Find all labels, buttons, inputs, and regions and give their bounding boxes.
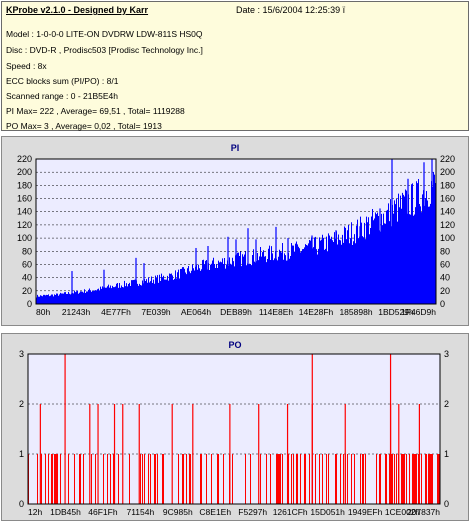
- x-tick-label: 185898h: [339, 307, 372, 317]
- x-tick-label: 9C985h: [163, 507, 193, 517]
- x-tick-label: 1BD529h: [378, 307, 414, 317]
- y-tick-label-right: 220: [440, 154, 455, 164]
- speed-line: Speed : 8x: [6, 61, 47, 71]
- x-tick-label: 14E28Fh: [299, 307, 334, 317]
- pi-bars: [36, 159, 436, 304]
- x-tick-label: 1CE002h: [385, 507, 421, 517]
- x-tick-label: 12h: [28, 507, 42, 517]
- pi-chart: 0 0 20 20 40 40 60 60 80 80 100 100 120 120 140 140 160 1…: [17, 154, 455, 317]
- x-tick-label: 15D051h: [310, 507, 345, 517]
- y-tick-label-right: 20: [440, 286, 450, 296]
- y-tick-label-left: 3: [19, 349, 24, 359]
- x-tick-label: 7E039h: [141, 307, 171, 317]
- y-tick-label-left: 100: [17, 233, 32, 243]
- y-tick-label-left: 2: [19, 399, 24, 409]
- y-tick-label-right: 160: [440, 194, 455, 204]
- x-tick-label: 21243h: [62, 307, 91, 317]
- po-chart: 0 0 1 1 2 2 3 3 12h 1DB45h 46F1Fh 71154h 9C985h C8E1E…: [19, 349, 449, 517]
- x-tick-label: F5297h: [238, 507, 267, 517]
- x-tick-label: 1261CFh: [273, 507, 308, 517]
- y-tick-label-right: 3: [444, 349, 449, 359]
- y-tick-label-left: 40: [22, 273, 32, 283]
- y-tick-label-right: 1: [444, 449, 449, 459]
- x-tick-label: 1F46D9h: [401, 307, 436, 317]
- y-tick-label-left: 200: [17, 167, 32, 177]
- model-line: Model : 1-0-0-0 LITE-ON DVDRW LDW-811S H…: [6, 29, 203, 39]
- plot-border: [27, 353, 441, 505]
- range-line: Scanned range : 0 - 21B5E4h: [6, 91, 118, 101]
- x-tick-label: 1949EFh: [348, 507, 383, 517]
- scan-date: Date : 15/6/2004 12:25:39 ï: [236, 5, 346, 15]
- y-tick-label-left: 60: [22, 259, 32, 269]
- po-summary-line: PO Max= 3 , Average= 0,02 , Total= 1913: [6, 121, 162, 131]
- y-tick-label-left: 0: [27, 299, 32, 309]
- y-tick-label-right: 80: [440, 246, 450, 256]
- x-tick-label: 4E77Fh: [101, 307, 131, 317]
- x-tick-label: AE064h: [181, 307, 212, 317]
- y-tick-label-left: 80: [22, 246, 32, 256]
- pi-chart-title: PI: [230, 143, 240, 153]
- x-tick-label: 71154h: [126, 507, 154, 517]
- y-tick-label-left: 220: [17, 154, 32, 164]
- x-tick-label: 46F1Fh: [88, 507, 118, 517]
- x-tick-label: DEB89h: [220, 307, 252, 317]
- y-tick-label-right: 180: [440, 180, 455, 190]
- x-tick-label: 80h: [36, 307, 50, 317]
- po-bars: [28, 354, 440, 504]
- plot-border: [35, 158, 437, 305]
- y-tick-label-right: 120: [440, 220, 455, 230]
- x-tick-label: C8E1Eh: [199, 507, 231, 517]
- y-tick-label-left: 0: [19, 499, 24, 509]
- y-tick-label-left: 180: [17, 180, 32, 190]
- y-tick-label-right: 40: [440, 273, 450, 283]
- x-tick-label: 1DB45h: [50, 507, 81, 517]
- y-tick-label-right: 200: [440, 167, 455, 177]
- y-tick-label-right: 0: [440, 299, 445, 309]
- po-chart-panel: PO 0 0 1 1 2 2 3 3 12h 1DB45h 46F1Fh 71154h 9C985h C8…: [1, 333, 469, 521]
- y-tick-label-right: 140: [440, 207, 455, 217]
- y-tick-label-left: 160: [17, 194, 32, 204]
- y-tick-label-left: 20: [22, 286, 32, 296]
- info-header: KProbe v2.1.0 - Designed by Karr Date : …: [6, 5, 466, 19]
- app-title: KProbe v2.1.0 - Designed by Karr: [6, 5, 149, 15]
- y-tick-label-right: 100: [440, 233, 455, 243]
- x-tick-label: 114E8Eh: [259, 307, 294, 317]
- x-tick-label: 207837h: [407, 507, 440, 517]
- ecc-line: ECC blocks sum (PI/PO) : 8/1: [6, 76, 119, 86]
- y-tick-label-left: 1: [19, 449, 24, 459]
- po-chart-title: PO: [228, 340, 242, 350]
- y-tick-label-left: 120: [17, 220, 32, 230]
- y-tick-label-right: 2: [444, 399, 449, 409]
- pi-summary-line: PI Max= 222 , Average= 69,51 , Total= 11…: [6, 106, 185, 116]
- y-tick-label-right: 60: [440, 259, 450, 269]
- y-tick-label-right: 0: [444, 499, 449, 509]
- pi-chart-panel: PI 0 0 20 20 40 40 60 60 80 80 100 100 120 120 140 140 1…: [1, 136, 469, 326]
- y-tick-label-left: 140: [17, 207, 32, 217]
- disc-info-panel: KProbe v2.1.0 - Designed by Karr Date : …: [1, 1, 469, 131]
- disc-line: Disc : DVD-R , Prodisc503 [Prodisc Techn…: [6, 45, 203, 55]
